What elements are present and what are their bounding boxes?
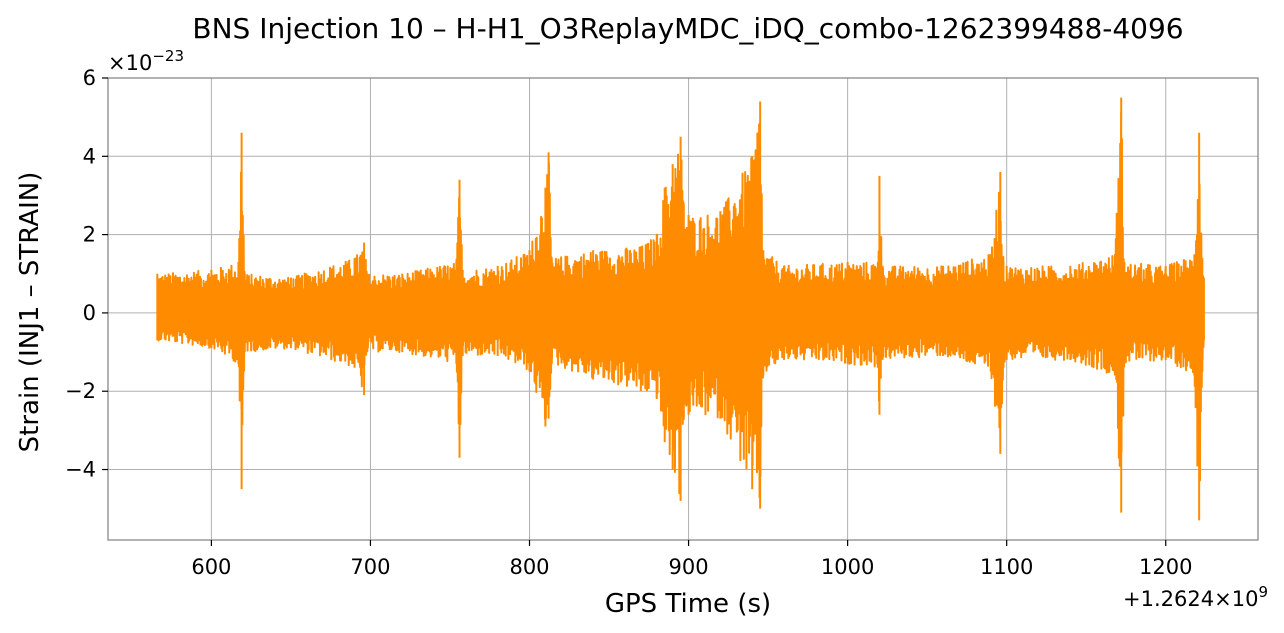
x-tick-label: 600 <box>191 555 231 579</box>
x-tick-label: 1200 <box>1139 555 1192 579</box>
chart-title: BNS Injection 10 – H-H1_O3ReplayMDC_iDQ_… <box>192 12 1183 45</box>
plot-area <box>156 97 1205 521</box>
y-scale-base: ×10 <box>108 51 152 75</box>
y-axis-label: Strain (INJ1 – STRAIN) <box>15 172 45 453</box>
x-tick-label: 1100 <box>980 555 1033 579</box>
x-axis-label: GPS Time (s) <box>605 589 771 619</box>
x-offset-base: +1.2624×10 <box>1123 587 1258 611</box>
strain-series-line <box>156 97 1205 521</box>
x-tick-label: 800 <box>509 555 549 579</box>
axis-ticks: 600 700 800 900 1000 1100 1200 −4 −2 0 2 4 6 <box>65 66 1192 579</box>
x-tick-label: 700 <box>350 555 390 579</box>
y-tick-label: −2 <box>65 379 96 403</box>
x-tick-label: 900 <box>669 555 709 579</box>
y-scale-exponent: −23 <box>152 47 184 65</box>
y-tick-label: 2 <box>83 223 96 247</box>
y-tick-label: 0 <box>83 301 96 325</box>
y-tick-label: −4 <box>65 458 96 482</box>
y-scale-label: ×10−23 <box>108 47 184 75</box>
y-tick-label: 4 <box>83 144 96 168</box>
plot-frame <box>107 77 1259 541</box>
y-tick-label: 6 <box>83 66 96 90</box>
x-offset-label: +1.2624×109 <box>1123 583 1268 611</box>
x-offset-exponent: 9 <box>1258 583 1268 601</box>
x-tick-label: 1000 <box>821 555 874 579</box>
